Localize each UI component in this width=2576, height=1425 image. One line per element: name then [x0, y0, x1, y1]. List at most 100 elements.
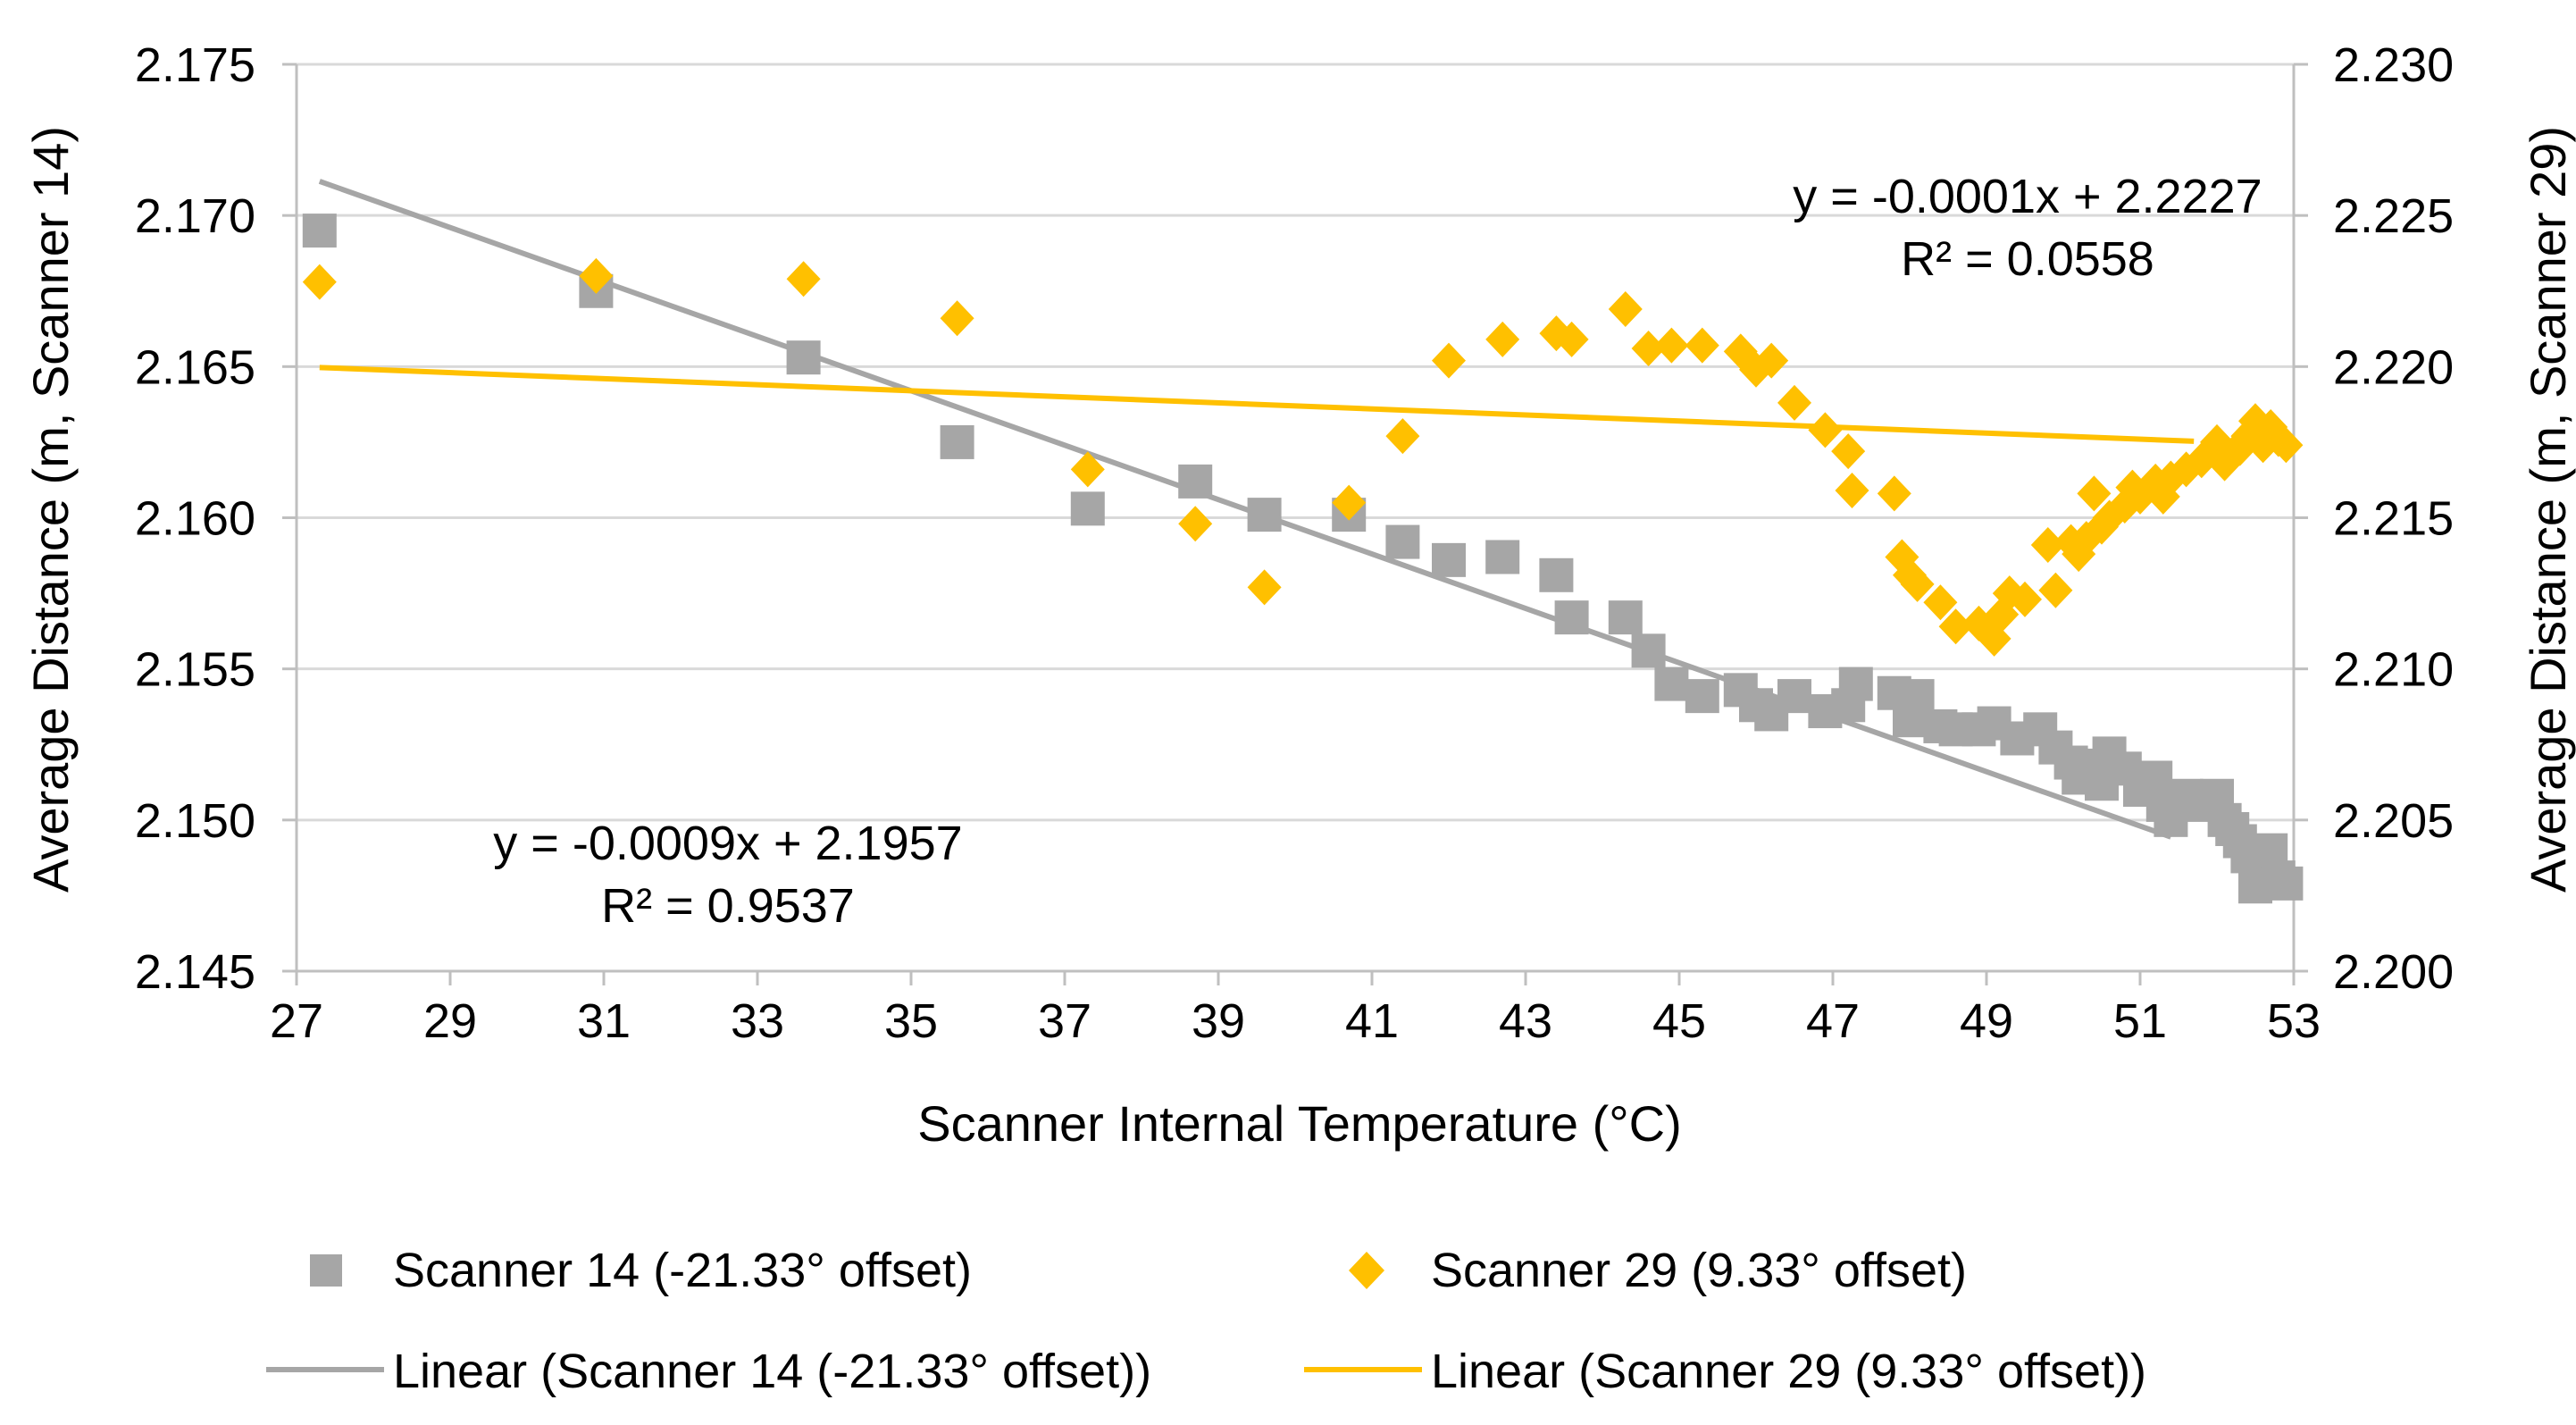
scanner29-point: [2200, 423, 2234, 460]
scanner29-point: [579, 257, 614, 294]
left-y-tick-label: 2.165: [135, 340, 255, 394]
left-y-axis-ticks: 2.145 2.150 2.155 2.160 2.165 2.170 2.175: [135, 38, 255, 999]
scanner14-points: [302, 214, 2304, 904]
left-y-tick-label: 2.150: [135, 794, 255, 848]
scanner29-point: [1385, 418, 1420, 455]
trendlines: [318, 179, 2195, 840]
scanner29-point: [940, 300, 974, 337]
trendline-scanner29: [319, 365, 2195, 444]
scanner29-point: [1877, 475, 1911, 512]
x-tick-label: 49: [1960, 994, 2013, 1048]
scanner29-point: [786, 261, 821, 298]
scanner14-point: [1432, 542, 1466, 577]
scanner29-point: [1332, 484, 1367, 521]
left-y-tick-label: 2.155: [135, 643, 255, 697]
scanner29-point: [1631, 331, 1666, 367]
scanner14-point: [1247, 498, 1282, 532]
x-tick-label: 47: [1806, 994, 1860, 1048]
scanner14-point: [1900, 679, 1935, 714]
scanner14-point: [1608, 600, 1643, 635]
scanner29-point: [1808, 412, 1843, 448]
scanner14-point: [1654, 666, 1689, 701]
scanner29-point: [1923, 584, 1958, 621]
legend-marker-scanner29: [1349, 1252, 1384, 1289]
x-tick-label: 27: [270, 994, 323, 1048]
scanner14-point: [940, 424, 974, 459]
scanner29-point: [2008, 581, 2042, 617]
scanner14-point: [1485, 540, 1520, 574]
legend-label-trend29: Linear (Scanner 29 (9.33° offset)): [1431, 1345, 2146, 1398]
x-tick-label: 39: [1192, 994, 1245, 1048]
scanner29-point: [1554, 321, 1589, 357]
x-tick-label: 37: [1038, 994, 1091, 1048]
scanner14-point: [1838, 666, 1873, 701]
scanner29-point: [1685, 327, 1719, 364]
right-y-tick-label: 2.230: [2333, 38, 2454, 92]
x-axis-ticks: 27 29 31 33 35 37 39 41 43 45 47 49 51 53: [270, 994, 2321, 1048]
scanner29-point: [1938, 608, 1973, 645]
trendline-scanner14: [318, 179, 2172, 840]
legend-label-scanner29: Scanner 29 (9.33° offset): [1431, 1244, 1967, 1297]
scanner14-point: [786, 340, 821, 375]
scanner29-point: [1485, 321, 1520, 357]
x-tick-label: 45: [1652, 994, 1706, 1048]
scanner14-point: [1554, 600, 1589, 635]
x-tick-label: 33: [731, 994, 784, 1048]
scanner14-point: [2269, 866, 2304, 901]
trend14-r2: R² = 0.9537: [601, 879, 855, 933]
scanner29-point: [2269, 427, 2304, 464]
scanner29-point: [1654, 327, 1689, 364]
scanner29-point: [1900, 566, 1935, 602]
scanner14-point: [1178, 464, 1213, 499]
scanner29-point: [2030, 526, 2065, 563]
scanner14-point: [1777, 679, 1811, 714]
right-y-tick-label: 2.210: [2333, 643, 2454, 697]
x-tick-label: 51: [2113, 994, 2167, 1048]
right-y-axis-ticks: 2.200 2.205 2.210 2.215 2.220 2.225 2.230: [2333, 38, 2454, 999]
scanner14-point: [1539, 557, 1574, 592]
trend29-r2: R² = 0.0558: [1901, 232, 2154, 286]
scanner29-point: [1247, 569, 1282, 606]
scanner29-point: [2169, 451, 2204, 488]
trend29-equation: y = -0.0001x + 2.2227: [1793, 170, 2262, 223]
legend: Scanner 14 (-21.33° offset) Scanner 29 (…: [266, 1244, 2146, 1398]
scanner29-point: [1432, 342, 1466, 379]
gridlines: [297, 63, 2294, 822]
x-tick-label: 43: [1499, 994, 1552, 1048]
legend-label-scanner14: Scanner 14 (-21.33° offset): [393, 1244, 972, 1297]
x-tick-label: 53: [2267, 994, 2321, 1048]
right-y-tick-label: 2.215: [2333, 492, 2454, 546]
left-y-axis-label: Average Distance (m, Scanner 14): [22, 126, 79, 893]
legend-label-trend14: Linear (Scanner 14 (-21.33° offset)): [393, 1345, 1151, 1398]
right-y-axis-label: Average Distance (m, Scanner 29): [2520, 126, 2576, 893]
scanner29-point: [1777, 384, 1811, 421]
scanner29-point: [1754, 342, 1789, 379]
scanner29-points: [302, 257, 2304, 657]
left-y-tick-label: 2.145: [135, 945, 255, 999]
right-y-tick-label: 2.200: [2333, 945, 2454, 999]
x-tick-label: 35: [884, 994, 938, 1048]
scanner29-point: [2077, 475, 2112, 512]
x-axis-label: Scanner Internal Temperature (°C): [917, 1095, 1682, 1152]
right-y-tick-label: 2.220: [2333, 340, 2454, 394]
scanner29-point: [1178, 506, 1213, 542]
left-y-tick-label: 2.170: [135, 189, 255, 243]
scanner29-point: [1831, 433, 1866, 470]
scanner29-point: [1070, 451, 1105, 488]
trend14-equation: y = -0.0009x + 2.1957: [493, 817, 962, 870]
axes: [282, 63, 2308, 985]
scanner14-point: [1685, 679, 1719, 714]
left-y-tick-label: 2.160: [135, 492, 255, 546]
x-tick-label: 41: [1345, 994, 1399, 1048]
scanner14-point: [302, 214, 337, 248]
scanner29-point: [302, 264, 337, 300]
scanner29-point: [1835, 473, 1869, 509]
scanner29-point: [1608, 291, 1643, 328]
scanner14-point: [1385, 524, 1420, 559]
scanner29-point: [2038, 572, 2073, 608]
right-y-tick-label: 2.205: [2333, 794, 2454, 848]
scanner14-point: [1631, 633, 1666, 668]
x-tick-label: 29: [423, 994, 477, 1048]
legend-marker-scanner14: [310, 1254, 342, 1287]
